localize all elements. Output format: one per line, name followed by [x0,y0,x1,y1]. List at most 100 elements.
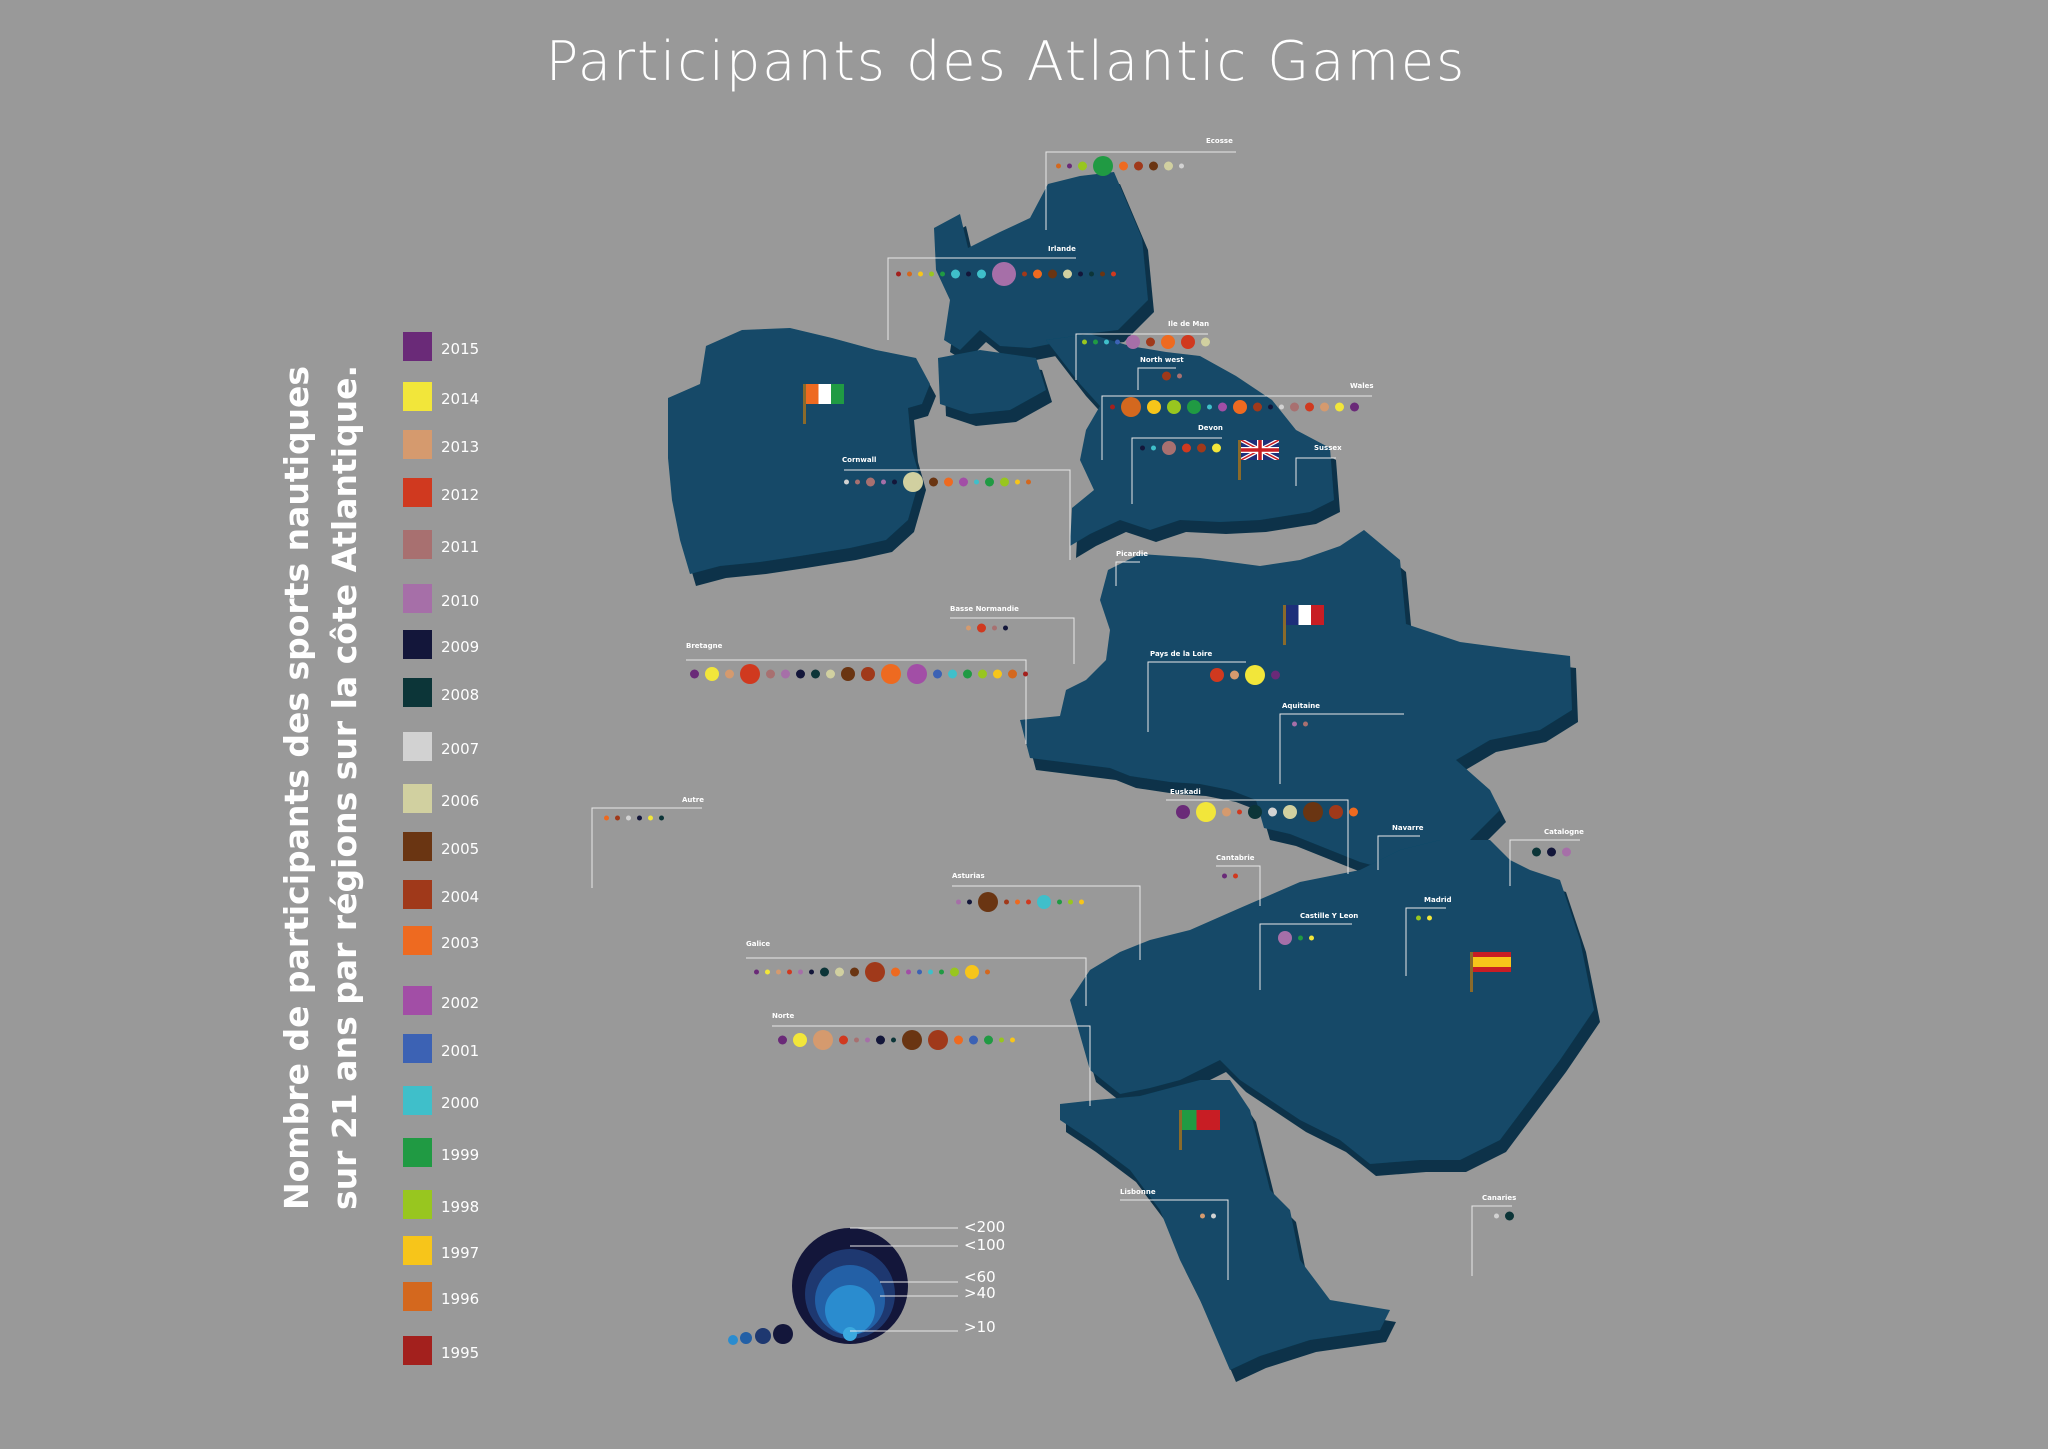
legend-swatch [403,1034,432,1063]
leader-line-euskadi [1166,799,1349,874]
participant-dot-ecosse-1998 [1078,161,1087,171]
participant-dot-asturias-1998 [1068,899,1073,905]
participant-dot-euskadi-2008 [1248,805,1262,819]
participant-dot-irlande-2004 [1022,271,1027,277]
leader-line-ecosse [1045,151,1236,230]
leader-line-aquitaine [1279,713,1404,784]
legend-year-label: 2009 [441,638,480,656]
participant-dot-bretagne-1998 [978,669,987,679]
size-legend-label: <60 [964,1268,996,1286]
participant-dot-irlande-1999 [940,271,945,277]
region-label-asturias: Asturias [952,872,985,880]
participant-dot-lisbonne-2013 [1200,1213,1205,1219]
region-label-canaries: Canaries [1482,1194,1516,1202]
region-label-norte: Norte [772,1012,794,1020]
legend-swatch [403,382,432,411]
participant-dot-irlande-2009 [966,271,971,277]
participant-dot-cornwall-1999 [985,477,994,487]
participant-dot-wales-1999 [1187,400,1201,414]
participant-dot-wales-2009 [1268,404,1273,410]
legend-swatch [403,1336,432,1365]
participant-dot-bretagne-2012 [740,664,760,684]
participant-dot-irlande-2005 [1100,271,1105,277]
region-label-irlande: Irlande [1048,245,1076,253]
leader-line-lisbonne [1120,1199,1229,1280]
participant-dot-wales-2003 [1233,400,1247,414]
participant-dot-ecosse-2004 [1134,161,1143,171]
leader-line-galice [746,957,1087,1006]
leader-line-devon [1131,437,1222,504]
participant-dot-cornwall-1996 [1026,479,1031,485]
participant-dot-asturias-2009 [967,899,972,905]
legend-year-label: 2002 [441,994,480,1012]
participant-dot-catalogne-2010 [1562,847,1571,857]
participant-dot-autre-2003 [604,815,609,821]
legend-year-label: 2001 [441,1042,480,1060]
land-northern-isle [938,350,1046,414]
participant-dot-aquitaine-2011 [1303,721,1308,727]
participant-dot-ecosse-2005 [1149,161,1158,171]
participant-dot-castille-y-leon-2010 [1278,931,1292,945]
participant-dot-wales-2013 [1320,402,1329,412]
participant-dot-irlande-1998 [929,271,934,277]
participant-dot-ile-de-man-1999 [1093,339,1098,345]
participant-dot-asturias-2010 [956,899,961,905]
legend-year-label: 2008 [441,686,480,704]
participant-dot-irlande-2003 [1033,269,1042,279]
participant-dot-wales-1995 [1110,404,1115,410]
participant-dot-cornwall-2009 [892,479,897,485]
participant-dot-bretagne-2004 [861,667,875,681]
participant-dot-autre-2008 [659,815,664,821]
land-ireland [668,328,930,574]
participant-dot-cornwall-2006 [903,472,923,492]
size-legend-label: >40 [964,1284,996,1302]
participant-dot-irlande-1997 [918,271,923,277]
participant-dot-galice-2012 [787,969,792,975]
participant-dot-cantabrie-2015 [1222,873,1227,879]
legend-swatch [403,584,432,613]
participant-dot-norte-2011 [854,1037,859,1043]
participant-dot-bretagne-2011 [766,669,775,679]
participant-dot-asturias-2004 [1004,899,1009,905]
legend-year-label: 2012 [441,486,480,504]
participant-dot-galice-2001 [917,969,922,975]
participant-dot-galice-2008 [820,967,829,977]
participant-dot-euskadi-2013 [1222,807,1231,817]
participant-dot-irlande-2000 [951,269,960,279]
participant-dot-autre-2004 [615,815,620,821]
land-england [1046,334,1334,546]
legend-year-label: 2013 [441,438,480,456]
participant-dot-norte-1999 [984,1035,993,1045]
participant-dot-basse-normandie-2013 [966,625,971,631]
participant-dot-galice-2010 [798,969,803,975]
region-label-sussex: Sussex [1314,444,1342,452]
leader-line-cornwall [844,469,1071,560]
legend-year-label: 2011 [441,538,480,556]
page-title: Participants des Atlantic Games [545,30,1467,93]
leader-line-basse-normandie [950,617,1075,664]
leader-line-cantabrie [1216,865,1261,906]
participant-dot-norte-2013 [813,1030,833,1050]
region-label-aquitaine: Aquitaine [1282,702,1320,710]
leader-line-bretagne [686,659,1027,744]
legend-year-label: 1996 [441,1290,480,1308]
participant-dot-galice-2015 [754,969,759,975]
participant-dot-canaries-2007 [1494,1213,1499,1219]
legend-swatch [403,832,432,861]
participant-dot-galice-2002 [906,969,911,975]
participant-dot-galice-1996 [985,969,990,975]
participant-dot-wales-2002 [1218,402,1227,412]
participant-dot-cornwall-2005 [929,477,938,487]
participant-dot-euskadi-2012 [1237,809,1242,815]
participant-dot-bretagne-2000 [948,669,957,679]
participant-dot-canaries-2008 [1505,1211,1514,1221]
region-label-north-west: North west [1140,356,1184,364]
participant-dot-euskadi-2006 [1283,805,1297,819]
participant-dot-asturias-2000 [1037,895,1051,909]
participant-dot-irlande-2006 [1063,269,1072,279]
participant-dot-north-west-2011 [1177,373,1182,379]
participant-dot-norte-2005 [902,1030,922,1050]
participant-dot-autre-2007 [626,815,631,821]
region-label-bretagne: Bretagne [686,642,723,650]
